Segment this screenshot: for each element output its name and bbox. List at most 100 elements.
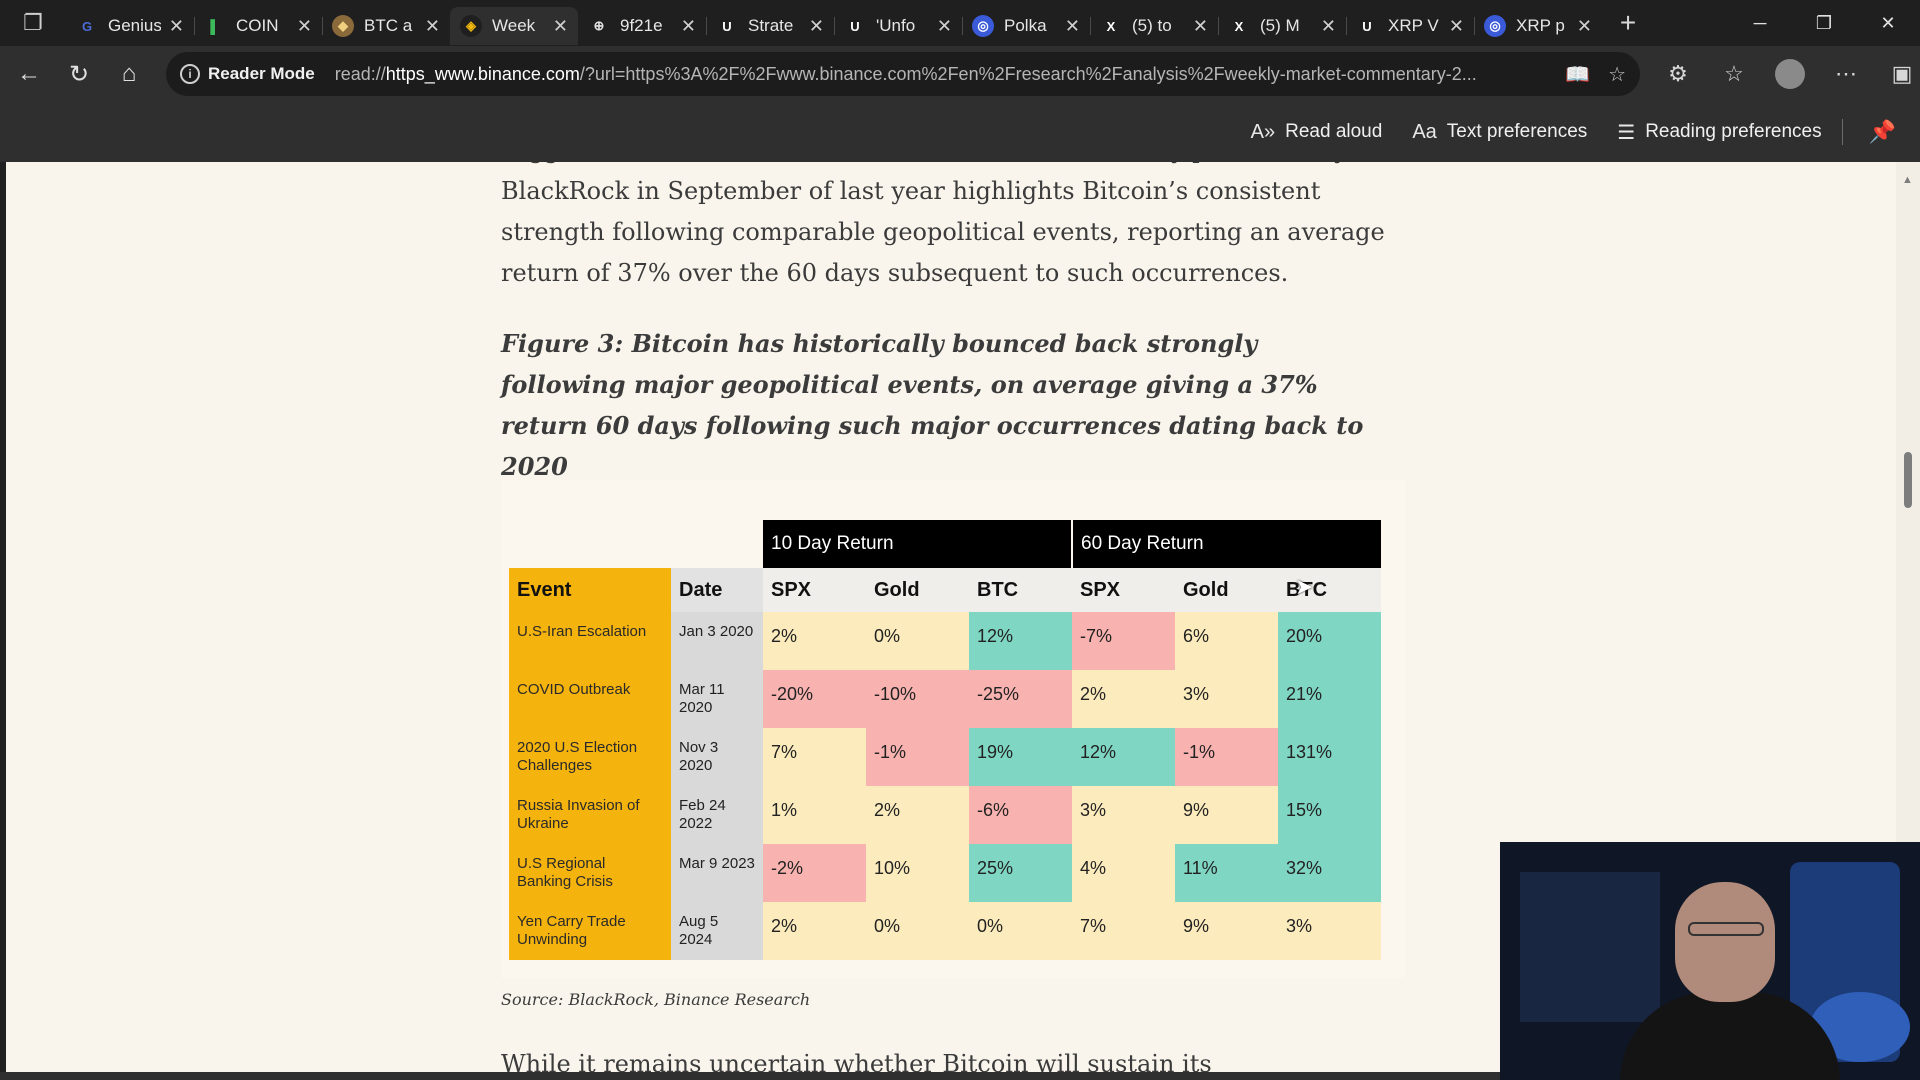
header-blank <box>671 520 763 568</box>
col-spx-60: SPX <box>1072 568 1175 612</box>
read-aloud-button[interactable]: A» Read aloud <box>1251 121 1383 144</box>
tab[interactable]: ◆ BTC a ✕ <box>322 7 450 45</box>
event-cell: U.S Regional Banking Crisis <box>509 844 671 902</box>
table-row: U.S-Iran Escalation Jan 3 2020 2% 0% 12% -7% 6… <box>509 612 1381 670</box>
return-cell: -2% <box>763 844 866 902</box>
browser-toolbar: ← ↻ ⌂ i Reader Mode read://https_www.bin… <box>0 46 1920 102</box>
table-body: U.S-Iran Escalation Jan 3 2020 2% 0% 12% -7% 6… <box>509 612 1381 960</box>
tab-favicon: ◎ <box>1484 15 1506 37</box>
return-cell: 15% <box>1278 786 1381 844</box>
scroll-up-icon[interactable]: ▲ <box>1902 174 1913 186</box>
sidebar-icon[interactable]: ▣ <box>1891 61 1913 86</box>
tab-title: (5) M <box>1260 16 1300 35</box>
mouse-cursor-icon: ➤ <box>1295 574 1314 599</box>
pin-icon[interactable]: 📌 <box>1868 119 1896 144</box>
tab-close-icon[interactable]: ✕ <box>680 15 696 36</box>
window-controls: ─ ❐ ✕ <box>1728 0 1920 46</box>
table-row: Yen Carry Trade Unwinding Aug 5 2024 2% 0% 0… <box>509 902 1381 960</box>
reader-page: suggests it remains less established in … <box>6 162 1896 1072</box>
return-cell: 12% <box>969 612 1072 670</box>
tab-title: Genius <box>108 16 161 35</box>
tab-close-icon[interactable]: ✕ <box>808 15 824 36</box>
return-cell: 7% <box>763 728 866 786</box>
return-cell: 9% <box>1175 786 1278 844</box>
tab[interactable]: ◈ Week ✕ <box>450 7 578 45</box>
tab-title: Polka <box>1004 16 1047 35</box>
tab[interactable]: X (5) to ✕ <box>1090 7 1218 45</box>
tab-close-icon[interactable]: ✕ <box>296 15 312 36</box>
toolbar-actions: ⚙ ☆ ⋯ ▣ <box>1650 46 1920 102</box>
tab-title: 'Unfo <box>876 16 916 35</box>
extensions-icon[interactable]: ⚙ <box>1668 61 1688 86</box>
return-cell: 131% <box>1278 728 1381 786</box>
return-cell: -25% <box>969 670 1072 728</box>
text-preferences-button[interactable]: Aa Text preferences <box>1412 121 1587 144</box>
date-cell: Mar 9 2023 <box>671 844 763 902</box>
column-header-row: Event Date SPX Gold BTC SPX Gold BTC <box>509 568 1381 612</box>
col-spx-10: SPX <box>763 568 866 612</box>
event-cell: U.S-Iran Escalation <box>509 612 671 670</box>
tab-close-icon[interactable]: ✕ <box>1576 15 1592 36</box>
tab-favicon: ⊕ <box>588 15 610 37</box>
tab[interactable]: ◎ XRP p ✕ <box>1474 7 1602 45</box>
date-cell: Mar 11 2020 <box>671 670 763 728</box>
reader-mode-label[interactable]: Reader Mode <box>208 64 315 83</box>
tab[interactable]: G Genius ✕ <box>66 7 194 45</box>
return-cell: 1% <box>763 786 866 844</box>
reading-preferences-button[interactable]: ☰ Reading preferences <box>1617 120 1821 145</box>
profile-avatar[interactable] <box>1775 59 1805 89</box>
close-window-icon[interactable]: ✕ <box>1880 12 1896 33</box>
home-icon[interactable]: ⌂ <box>121 60 137 87</box>
tab-favicon: X <box>1100 15 1122 37</box>
tab[interactable]: ⊕ 9f21e ✕ <box>578 7 706 45</box>
tab-title: (5) to <box>1132 16 1172 35</box>
restore-icon[interactable]: ❐ <box>1815 12 1833 33</box>
tab-title: 9f21e <box>620 16 663 35</box>
tab[interactable]: U XRP V ✕ <box>1346 7 1474 45</box>
favorites-icon[interactable]: ☆ <box>1724 61 1744 86</box>
new-tab-button[interactable]: + <box>1619 7 1637 38</box>
group-10-day: 10 Day Return <box>763 520 1072 568</box>
tab[interactable]: ▌ COIN ✕ <box>194 7 322 45</box>
tab-strip: ❐ G Genius ✕ ▌ COIN ✕ ◆ BTC a ✕ ◈ Week ✕ ⊕ 9f21e ✕ U Str… <box>0 0 1920 46</box>
minimize-icon[interactable]: ─ <box>1753 12 1767 33</box>
back-icon[interactable]: ← <box>17 60 41 87</box>
event-cell: COVID Outbreak <box>509 670 671 728</box>
tab-title: Week <box>492 16 536 35</box>
tab-close-icon[interactable]: ✕ <box>1192 15 1208 36</box>
info-icon[interactable]: i <box>180 64 200 84</box>
return-cell: -20% <box>763 670 866 728</box>
return-cell: 21% <box>1278 670 1381 728</box>
immersive-reader-icon[interactable]: 📖 <box>1565 63 1591 86</box>
text-preferences-icon: Aa <box>1412 120 1437 143</box>
tab[interactable]: ◎ Polka ✕ <box>962 7 1090 45</box>
tab[interactable]: U Strate ✕ <box>706 7 834 45</box>
scrollbar-thumb[interactable] <box>1904 452 1912 508</box>
refresh-icon[interactable]: ↻ <box>68 60 90 88</box>
address-bar[interactable]: i Reader Mode read://https_www.binance.c… <box>166 52 1640 96</box>
col-btc-60: BTC <box>1278 568 1381 612</box>
workspaces-icon[interactable]: ❐ <box>23 10 43 35</box>
more-menu-icon[interactable]: ⋯ <box>1835 61 1857 86</box>
tab-close-icon[interactable]: ✕ <box>1448 15 1464 36</box>
return-cell: 9% <box>1175 902 1278 960</box>
return-cell: -10% <box>866 670 969 728</box>
tab-close-icon[interactable]: ✕ <box>936 15 952 36</box>
event-cell: 2020 U.S Election Challenges <box>509 728 671 786</box>
tab-close-icon[interactable]: ✕ <box>1320 15 1336 36</box>
tab-favicon: G <box>76 15 98 37</box>
return-cell: 2% <box>763 612 866 670</box>
webcam-person-glasses <box>1688 922 1764 936</box>
tab-close-icon[interactable]: ✕ <box>1064 15 1080 36</box>
tab-list: G Genius ✕ ▌ COIN ✕ ◆ BTC a ✕ ◈ Week ✕ ⊕ 9f21e ✕ U Strat… <box>66 0 1602 46</box>
favorite-star-icon[interactable]: ☆ <box>1608 63 1626 86</box>
tab[interactable]: X (5) M ✕ <box>1218 7 1346 45</box>
tab-close-icon[interactable]: ✕ <box>552 15 568 36</box>
url-text[interactable]: read://https_www.binance.com/?url=https%… <box>335 64 1547 85</box>
table-row: Russia Invasion of Ukraine Feb 24 2022 1% 2… <box>509 786 1381 844</box>
tab-close-icon[interactable]: ✕ <box>168 15 184 36</box>
tab-close-icon[interactable]: ✕ <box>424 15 440 36</box>
group-header-row: 10 Day Return 60 Day Return <box>509 520 1381 568</box>
tab[interactable]: U 'Unfo ✕ <box>834 7 962 45</box>
return-cell: 7% <box>1072 902 1175 960</box>
